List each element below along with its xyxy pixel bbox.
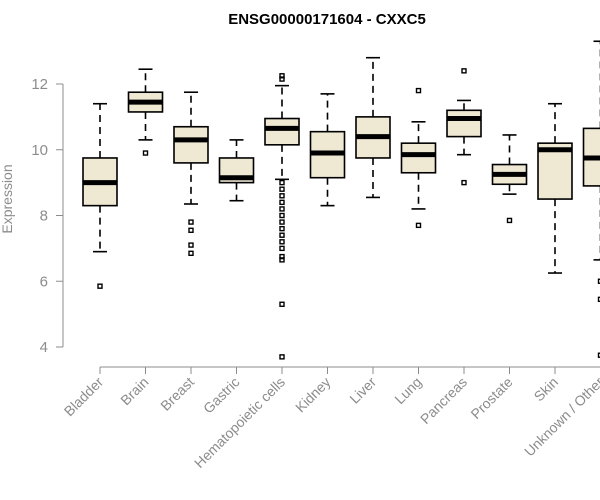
- box-group: [582, 40, 600, 358]
- y-axis: 4 6 8 10 12: [31, 76, 64, 356]
- y-tick-label: 6: [40, 273, 48, 290]
- box-group: [491, 134, 528, 224]
- x-tick-label: Pancreas: [417, 374, 470, 427]
- box-group: [82, 102, 118, 289]
- y-tick-label: 10: [31, 142, 48, 159]
- outlier-point: [506, 217, 513, 224]
- y-tick-label: 8: [40, 208, 48, 225]
- box-iqr: [400, 142, 437, 174]
- x-tick-label: Breast: [157, 374, 197, 414]
- outlier-point: [279, 206, 285, 212]
- x-tick-label: Liver: [346, 374, 379, 407]
- box-group: [446, 68, 482, 186]
- plot-area: [82, 40, 600, 360]
- box-group: [127, 68, 164, 156]
- x-tick-label: Prostate: [467, 374, 515, 422]
- box-group: [173, 91, 209, 257]
- outlier-point: [279, 179, 285, 186]
- box-group: [355, 56, 391, 199]
- outlier-point: [279, 199, 285, 206]
- outlier-point: [415, 87, 422, 94]
- outlier-point: [415, 222, 422, 229]
- outlier-point: [597, 278, 600, 284]
- outlier-point: [279, 239, 285, 245]
- chart-title: ENSG00000171604 - CXXC5: [228, 11, 426, 28]
- box-iqr: [446, 109, 482, 138]
- box-group: [537, 102, 573, 274]
- y-tick-label: 12: [31, 76, 48, 93]
- box-group: [218, 139, 255, 202]
- outlier-point: [279, 193, 285, 199]
- outlier-point: [279, 253, 285, 260]
- x-tick-label: Hematopoietic cells: [191, 374, 288, 471]
- x-tick-label: Skin: [531, 374, 562, 405]
- box-group: [264, 73, 300, 360]
- x-tick-label: Kidney: [292, 374, 334, 416]
- x-tick-label: Gastric: [200, 374, 243, 417]
- outlier-point: [188, 219, 194, 225]
- outlier-point: [279, 73, 285, 79]
- x-tick-label: Lung: [391, 374, 424, 407]
- outlier-point: [597, 296, 600, 303]
- outlier-point: [279, 212, 285, 219]
- outlier-point: [461, 68, 467, 74]
- outlier-point: [279, 245, 285, 252]
- outlier-point: [188, 250, 194, 257]
- x-tick-label: Unknown / Other: [521, 374, 600, 460]
- box-iqr: [537, 142, 573, 200]
- outlier-point: [279, 257, 285, 263]
- outlier-point: [597, 352, 600, 358]
- outlier-point: [188, 242, 194, 248]
- outlier-point: [461, 179, 467, 186]
- outlier-point: [279, 232, 285, 238]
- box-iqr: [173, 125, 209, 164]
- x-tick-label: Brain: [117, 374, 151, 408]
- box-group: [309, 93, 346, 207]
- outlier-point: [142, 150, 149, 156]
- box-iqr: [264, 117, 300, 146]
- box-group: [400, 87, 437, 229]
- outlier-point: [279, 225, 285, 232]
- outlier-point: [279, 301, 285, 307]
- outlier-point: [279, 76, 285, 82]
- outlier-point: [188, 227, 194, 233]
- outlier-point: [279, 354, 285, 360]
- y-tick-label: 4: [40, 339, 48, 356]
- outlier-point: [279, 219, 285, 225]
- x-tick-label: Bladder: [61, 374, 107, 420]
- y-axis-label: Expression: [0, 164, 15, 233]
- outlier-point: [97, 283, 103, 289]
- outlier-point: [279, 186, 285, 192]
